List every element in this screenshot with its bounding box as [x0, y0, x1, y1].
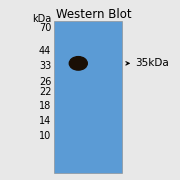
Text: 14: 14 [39, 116, 51, 127]
Text: 70: 70 [39, 23, 51, 33]
Text: 22: 22 [39, 87, 51, 97]
Text: 33: 33 [39, 61, 51, 71]
Text: 26: 26 [39, 77, 51, 87]
Text: 10: 10 [39, 131, 51, 141]
Ellipse shape [69, 57, 87, 70]
Text: 18: 18 [39, 101, 51, 111]
Text: Western Blot: Western Blot [56, 8, 131, 21]
FancyBboxPatch shape [54, 21, 122, 173]
Text: kDa: kDa [32, 14, 51, 24]
Text: 44: 44 [39, 46, 51, 56]
Text: 35kDa: 35kDa [135, 58, 169, 68]
